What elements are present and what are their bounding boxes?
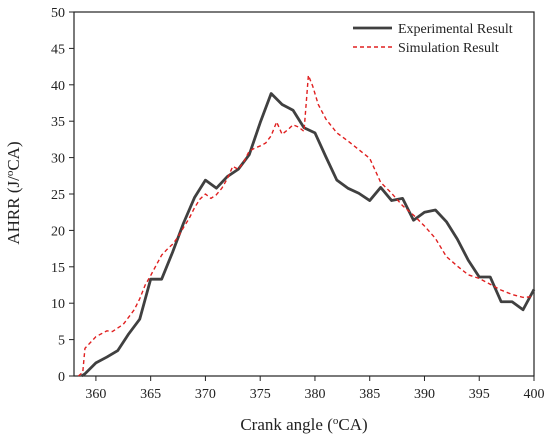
plot-frame (73, 11, 535, 377)
x-tick-label: 385 (359, 387, 380, 402)
y-tick-label: 35 (51, 115, 65, 130)
x-tick-label: 375 (250, 387, 271, 402)
legend: Experimental Result Simulation Result (353, 22, 513, 56)
y-tick-label: 50 (51, 6, 65, 21)
plot-area (73, 11, 535, 377)
y-tick-label: 30 (51, 152, 65, 167)
ticks-layer: 360 365 370 375 380 385 390 395 400 0 5 10 15 20 25 30 3… (51, 6, 545, 402)
y-tick-label: 15 (51, 261, 65, 276)
series-line-experimental (80, 92, 536, 378)
series-line-simulation (77, 74, 535, 377)
legend-label-experimental: Experimental Result (398, 22, 513, 37)
x-tick-label: 380 (304, 387, 325, 402)
y-tick-label: 10 (51, 297, 65, 312)
x-tick-label: 365 (140, 387, 161, 402)
y-axis-title: AHRR (J/oCA) (4, 141, 23, 244)
x-axis-title: Crank angle (oCA) (240, 415, 367, 434)
x-tick-label: 370 (195, 387, 216, 402)
y-tick-label: 25 (51, 188, 65, 203)
y-tick-label: 45 (51, 42, 65, 57)
y-tick-label: 0 (58, 370, 65, 385)
y-tick-label: 5 (58, 334, 65, 349)
x-tick-label: 400 (524, 387, 545, 402)
y-tick-label: 40 (51, 79, 65, 94)
legend-label-simulation: Simulation Result (398, 41, 499, 56)
x-tick-label: 390 (414, 387, 435, 402)
x-tick-label: 395 (469, 387, 490, 402)
y-tick-label: 20 (51, 224, 65, 239)
x-tick-label: 360 (85, 387, 106, 402)
series-layer (77, 74, 536, 378)
